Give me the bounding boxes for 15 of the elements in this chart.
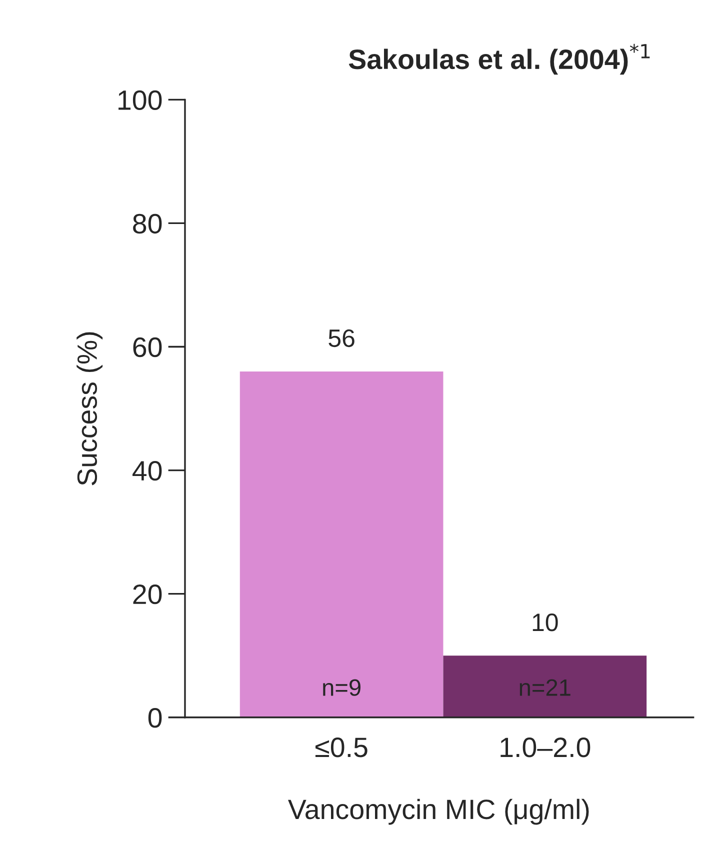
annotation: n=9 [323, 679, 360, 696]
y-tick-label: 40 [132, 460, 162, 481]
chart-title: Sakoulas et al. (2004)$^{*1}$ [348, 44, 650, 75]
x-axis-title: Vancomycin MIC (μg/ml) [288, 798, 589, 825]
y-tick-label: 100 [118, 90, 162, 110]
y-axis-title: Success (%) [76, 332, 103, 486]
y-tick-label: 80 [133, 214, 162, 234]
y-tick-label: 0 [148, 708, 162, 728]
data-label: 56 [328, 329, 354, 348]
y-tick-label: 60 [133, 337, 162, 358]
x-tick-label: ≤0.5 [315, 738, 368, 758]
data-label: 10 [532, 614, 558, 632]
y-tick-label: 20 [133, 584, 162, 604]
annotation: n=21 [520, 679, 570, 696]
x-tick-label: 1.0–2.0 [500, 738, 590, 758]
